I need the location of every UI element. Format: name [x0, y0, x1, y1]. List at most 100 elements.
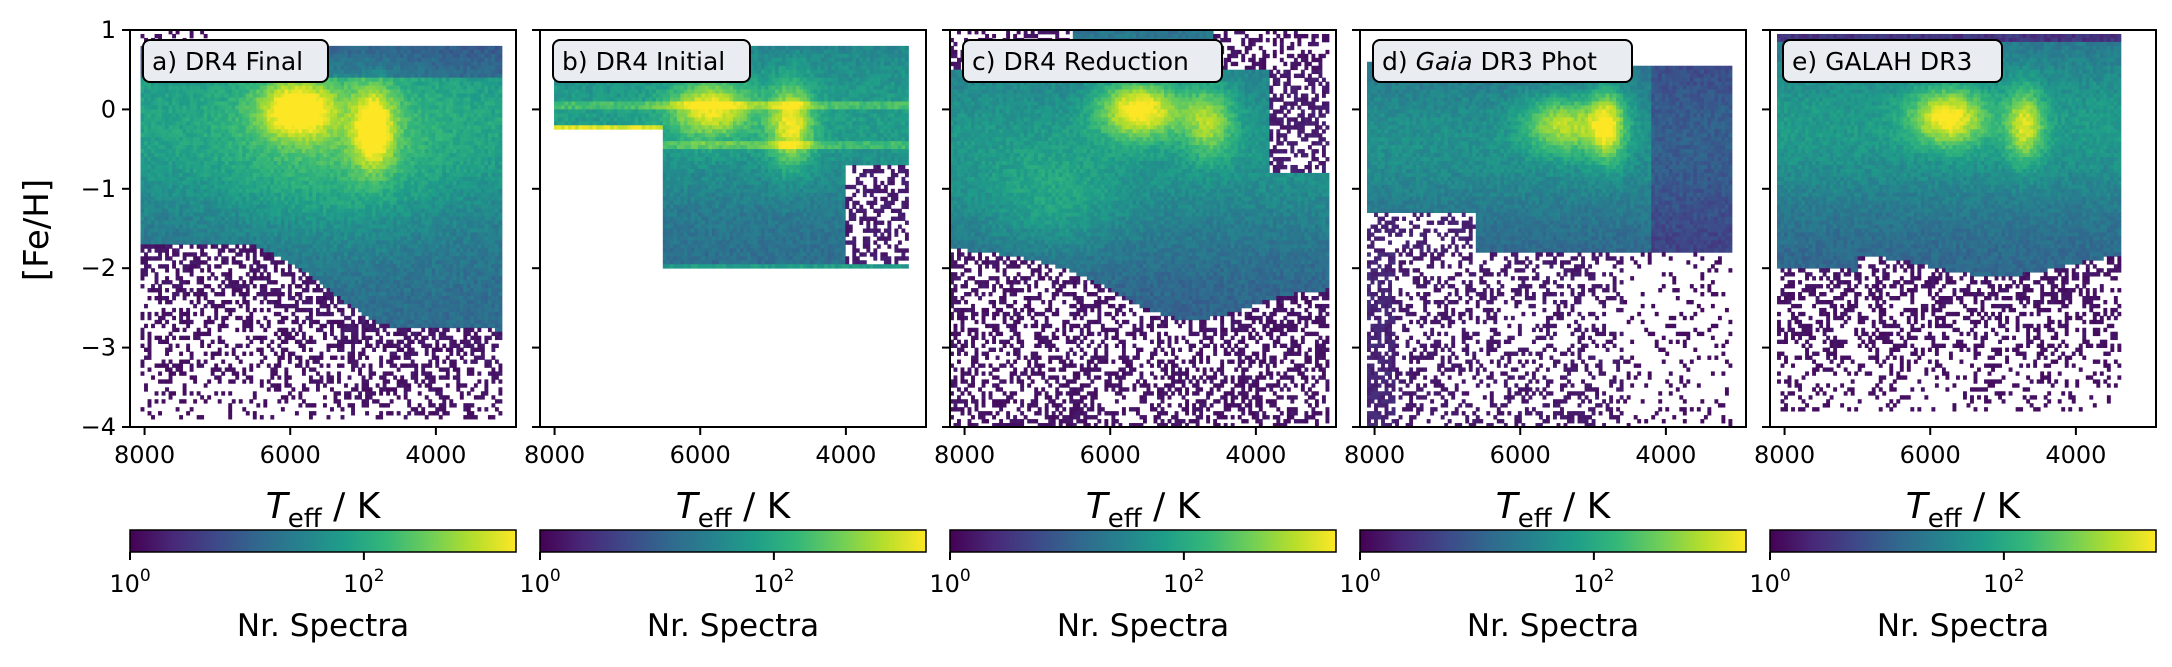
heatmap-cell: [179, 97, 184, 102]
heatmap-cell: [200, 101, 205, 106]
heatmap-cell: [389, 180, 394, 186]
heatmap-cell: [256, 164, 261, 170]
heatmap-cell: [407, 176, 412, 182]
heatmap-cell: [354, 121, 359, 126]
heatmap-cell: [287, 81, 292, 86]
heatmap-cell: [480, 168, 485, 174]
heatmap-cell: [442, 133, 447, 138]
heatmap-cell: [214, 129, 219, 134]
heatmap-cell: [210, 81, 215, 86]
heatmap-cell: [231, 117, 236, 122]
heatmap-cell: [463, 105, 468, 110]
heatmap-cell: [231, 85, 236, 90]
heatmap-cell: [372, 224, 377, 229]
heatmap-cell: [179, 232, 184, 237]
heatmap-cell: [484, 141, 489, 146]
heatmap-cell: [308, 192, 313, 198]
heatmap-cell: [158, 105, 162, 110]
heatmap-cell: [470, 180, 475, 186]
heatmap-cell: [358, 97, 362, 102]
heatmap-cell: [305, 117, 310, 122]
heatmap-cell: [151, 200, 155, 206]
heatmap-cell: [431, 196, 436, 202]
heatmap-cell: [351, 61, 355, 67]
heatmap-cell: [389, 137, 394, 142]
heatmap-cell: [393, 224, 398, 229]
heatmap-cell: [445, 228, 450, 233]
heatmap-cell: [161, 200, 166, 206]
heatmap-cell: [372, 212, 377, 217]
heatmap-cell: [228, 149, 233, 154]
heatmap-cell: [165, 200, 169, 206]
heatmap-cell: [480, 53, 485, 59]
heatmap-cell: [365, 228, 370, 233]
heatmap-cell: [207, 153, 212, 158]
heatmap-cell: [277, 161, 282, 166]
heatmap-cell: [351, 117, 355, 122]
heatmap-cell: [393, 89, 398, 94]
heatmap-cell: [263, 105, 268, 110]
heatmap-cell: [344, 89, 348, 94]
heatmap-cell: [361, 145, 366, 150]
heatmap-cell: [386, 149, 391, 154]
heatmap-cell: [494, 69, 499, 75]
heatmap-cell: [428, 137, 433, 142]
heatmap-cell: [196, 81, 201, 86]
heatmap-cell: [242, 153, 247, 158]
heatmap-cell: [428, 93, 433, 98]
heatmap-cell: [445, 85, 450, 90]
heatmap-cell: [393, 157, 398, 162]
heatmap-cell: [161, 161, 166, 166]
heatmap-cell: [224, 129, 229, 134]
heatmap-cell: [358, 105, 362, 110]
heatmap-cell: [189, 129, 194, 134]
heatmap-cell: [158, 109, 162, 114]
heatmap-cell: [498, 109, 503, 114]
heatmap-cell: [445, 69, 450, 75]
heatmap-cell: [498, 125, 503, 130]
heatmap-cell: [484, 133, 489, 138]
heatmap-cell: [333, 89, 338, 94]
heatmap-cell: [294, 216, 299, 221]
heatmap-cell: [424, 133, 429, 138]
heatmap-cell: [154, 161, 159, 166]
heatmap-cell: [221, 81, 226, 86]
heatmap-cell: [452, 145, 457, 150]
heatmap-cell: [470, 53, 475, 59]
heatmap-cell: [498, 172, 503, 178]
heatmap-cell: [214, 125, 219, 130]
heatmap-cell: [382, 109, 387, 114]
heatmap-cell: [298, 109, 303, 114]
heatmap-cell: [407, 97, 412, 102]
heatmap-cell: [358, 153, 362, 158]
heatmap-cell: [308, 200, 313, 206]
heatmap-cell: [259, 121, 264, 126]
heatmap-cell: [224, 168, 229, 174]
heatmap-cell: [287, 145, 292, 150]
heatmap-cell: [372, 149, 377, 154]
heatmap-cell: [238, 113, 243, 118]
heatmap-cell: [144, 117, 148, 122]
heatmap-cell: [256, 172, 261, 178]
heatmap-cell: [168, 105, 173, 110]
heatmap-cell: [445, 77, 450, 83]
heatmap-cell: [231, 113, 236, 118]
heatmap-cell: [186, 168, 191, 174]
heatmap-cell: [221, 200, 226, 206]
heatmap-cell: [386, 93, 391, 98]
heatmap-cell: [470, 200, 475, 206]
heatmap-cell: [417, 77, 422, 83]
heatmap-cell: [147, 133, 152, 138]
heatmap-cell: [175, 184, 180, 190]
heatmap-cell: [203, 216, 208, 221]
heatmap-cell: [340, 97, 345, 102]
heatmap-cell: [231, 133, 236, 138]
heatmap-cell: [270, 121, 275, 126]
heatmap-cell: [294, 117, 299, 122]
heatmap-cell: [252, 81, 257, 86]
heatmap-cell: [389, 168, 394, 174]
heatmap-cell: [305, 85, 310, 90]
heatmap-cell: [245, 125, 250, 130]
heatmap-cell: [179, 89, 184, 94]
heatmap-cell: [361, 157, 366, 162]
